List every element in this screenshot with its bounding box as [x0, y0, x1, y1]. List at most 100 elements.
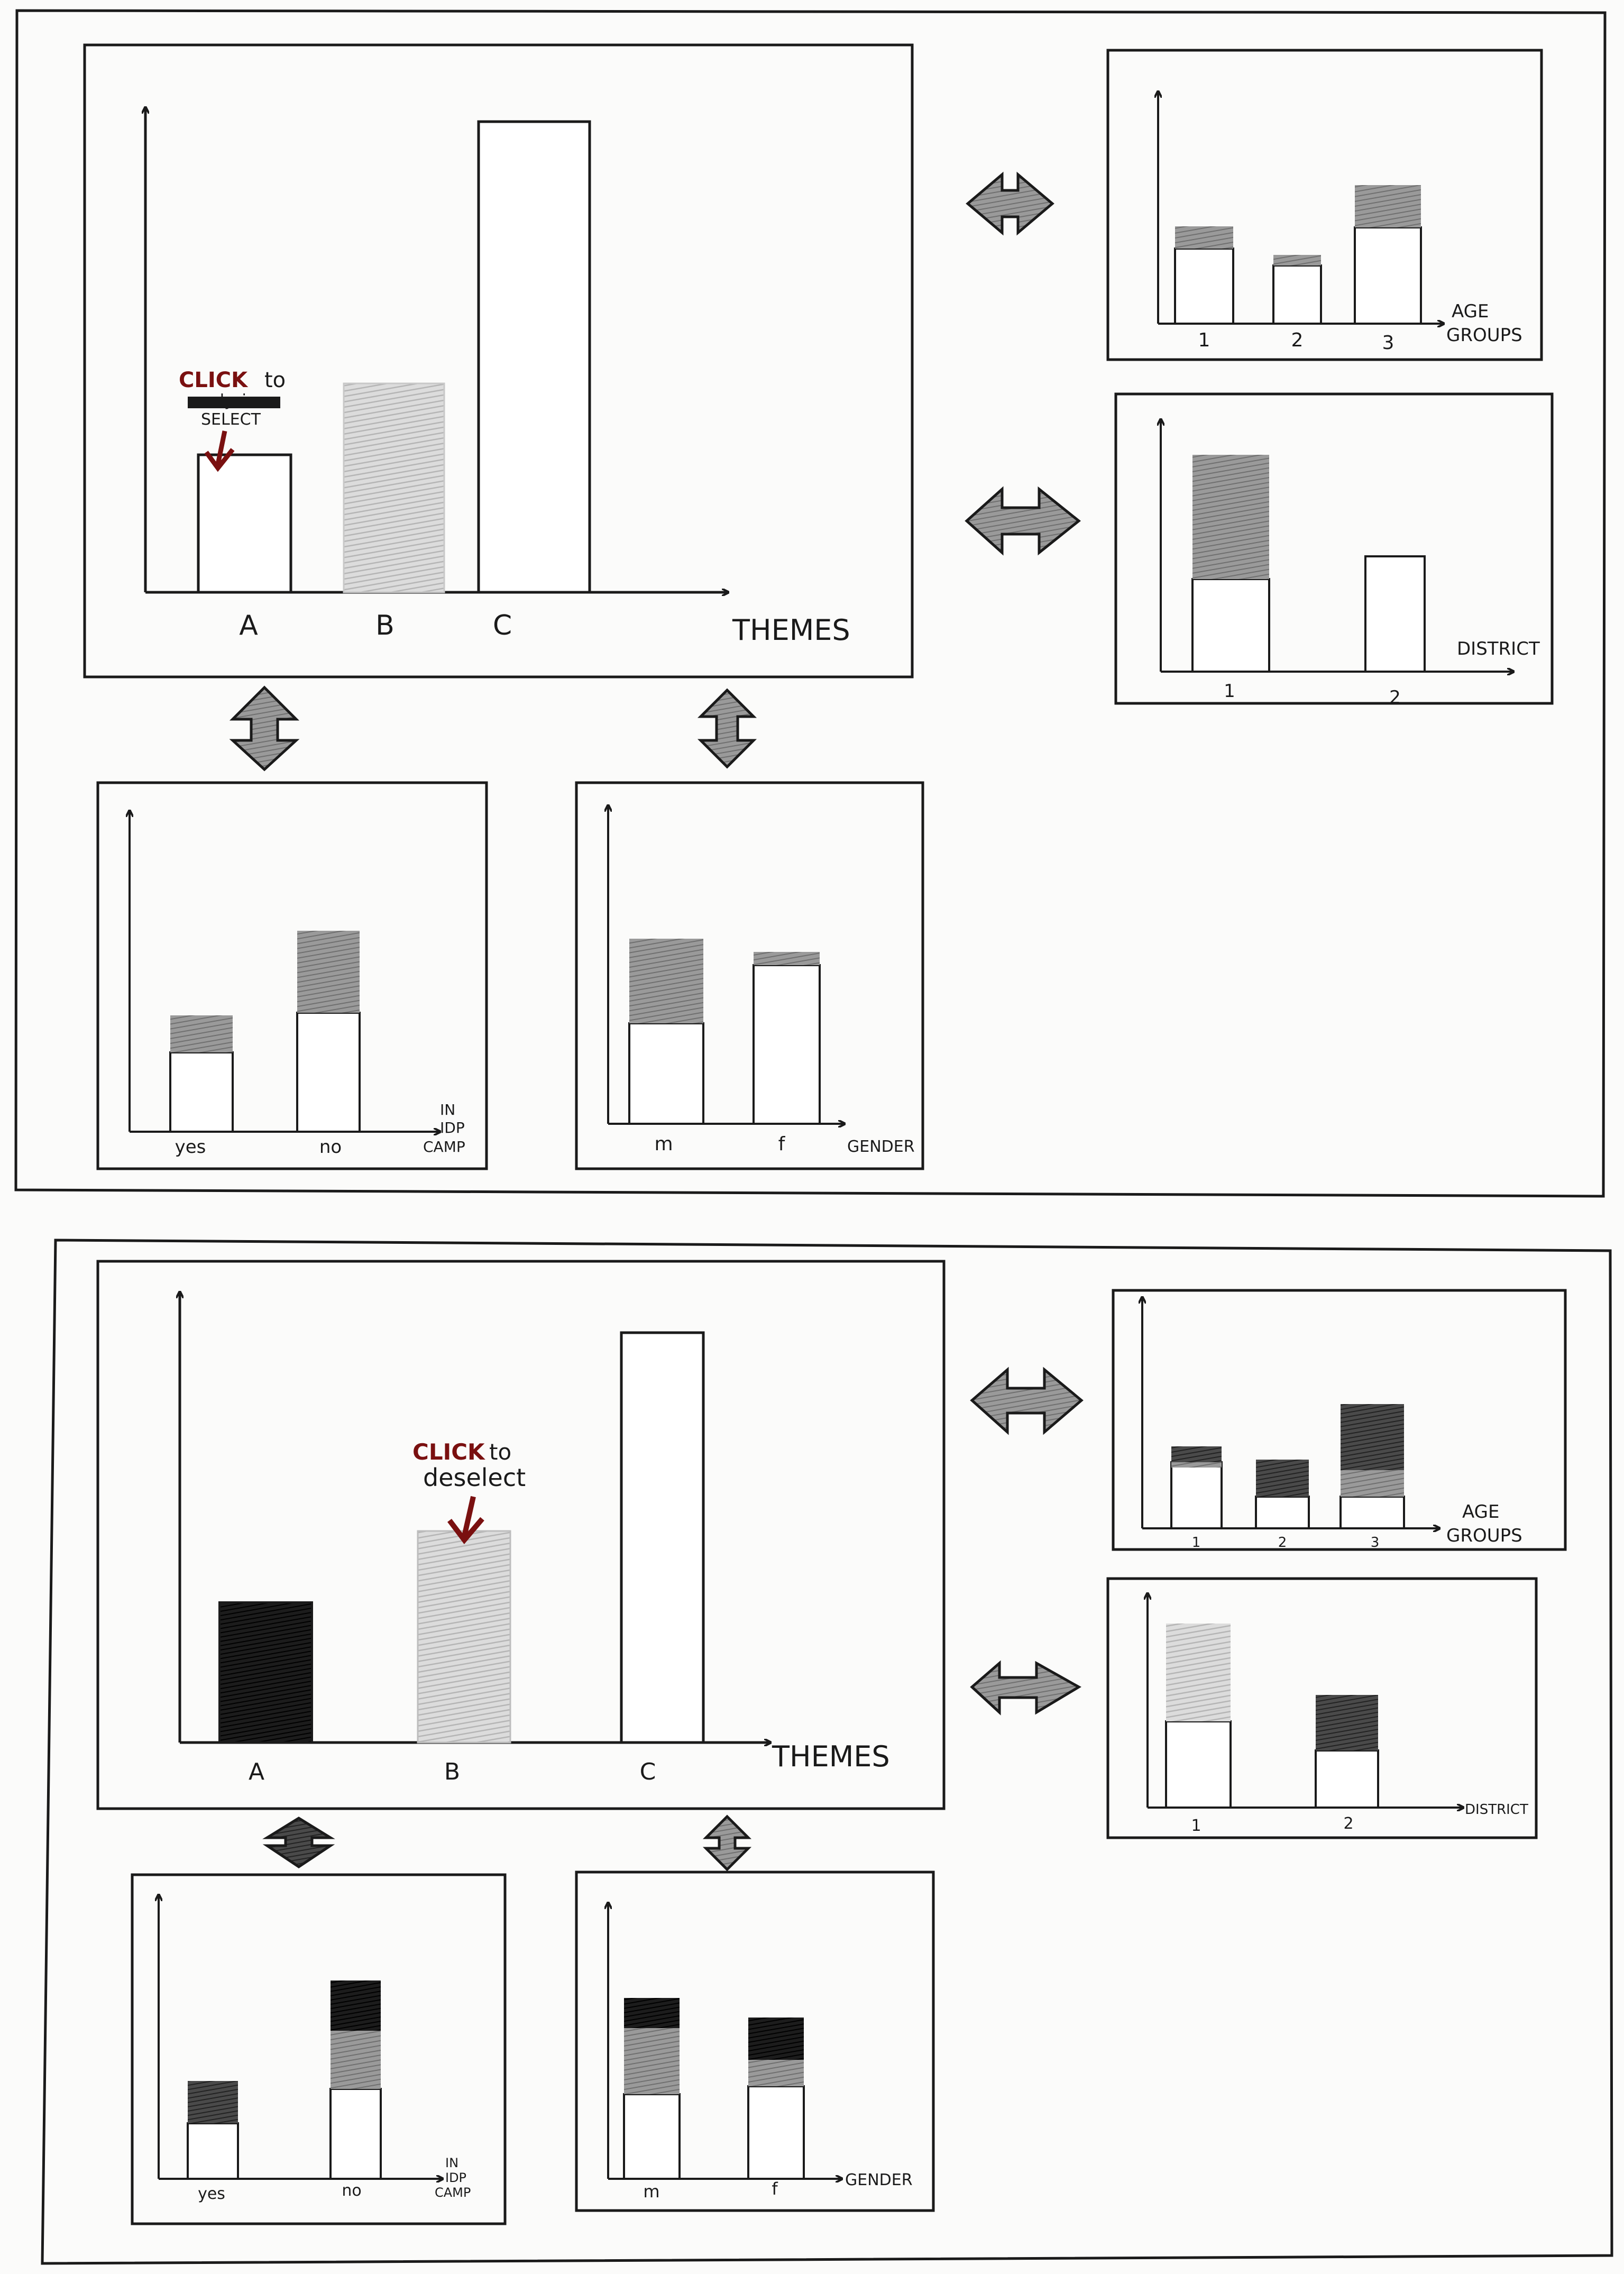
- bar-idp-no-highlight: [297, 931, 360, 1013]
- x-axis-label: THEMES: [772, 1740, 890, 1773]
- bar-theme-a[interactable]: [218, 1601, 313, 1744]
- bar-idp-yes[interactable]: [187, 2122, 239, 2180]
- bar-age-3[interactable]: [1354, 226, 1422, 325]
- tick-label-1: 1: [1191, 1817, 1201, 1835]
- bar-age-2[interactable]: [1255, 1496, 1310, 1529]
- tick-label-yes: yes: [175, 1136, 206, 1158]
- bar-theme-b[interactable]: [343, 382, 445, 593]
- tick-label-2: 2: [1389, 687, 1401, 708]
- bar-district-1-highlight: [1166, 1624, 1231, 1721]
- tick-label-m: m: [654, 1133, 673, 1155]
- bar-age-1-highlight-dark: [1171, 1446, 1222, 1462]
- bar-gender-m-highlight: [629, 939, 703, 1023]
- tick-label-f: f: [778, 1133, 786, 1155]
- x-axis-label-line1: IN: [440, 1101, 455, 1118]
- tick-label-f: f: [772, 2179, 778, 2199]
- x-axis-label: GENDER: [845, 2171, 913, 2189]
- bar-gender-m-highlight-dark: [624, 1998, 680, 2028]
- bar-district-1[interactable]: [1165, 1720, 1232, 1809]
- annotation-click-word: CLICK: [179, 368, 249, 392]
- age-panel-border: [1106, 49, 1543, 361]
- bar-theme-b[interactable]: [417, 1530, 511, 1744]
- x-axis-label-line3: CAMP: [435, 2185, 471, 2200]
- idp-panel-border: [131, 1873, 507, 2225]
- x-axis-label-line1: AGE: [1452, 301, 1489, 322]
- bar-gender-m[interactable]: [623, 2093, 681, 2180]
- bar-age-3-highlight-dark: [1341, 1404, 1404, 1470]
- x-axis-label-line1: AGE: [1462, 1501, 1500, 1523]
- tick-label-c: C: [493, 610, 512, 641]
- x-axis-label-line3: CAMP: [423, 1138, 465, 1156]
- tick-label-no: no: [342, 2181, 361, 2200]
- tick-label-b: B: [375, 610, 394, 641]
- annotation-to-word: to: [489, 1439, 511, 1465]
- double-arrow-vertical-icon: [702, 1814, 752, 1872]
- idp-panel-border: [96, 781, 488, 1170]
- age-panel-border: [1112, 1289, 1567, 1551]
- idp-camp-panel: yes no IN IDP CAMP: [131, 1873, 507, 2225]
- x-axis-label-line2: GROUPS: [1446, 325, 1522, 346]
- bar-idp-yes[interactable]: [169, 1051, 234, 1133]
- bar-idp-no[interactable]: [296, 1012, 361, 1133]
- bar-age-3[interactable]: [1339, 1496, 1405, 1529]
- themes-panel: A B C THEMES CLICK to analysis SELECT: [83, 43, 914, 678]
- bar-idp-no-highlight-mid: [331, 2031, 381, 2089]
- bar-age-2[interactable]: [1272, 264, 1322, 325]
- bar-district-1[interactable]: [1191, 578, 1270, 673]
- x-axis-label: DISTRICT: [1457, 638, 1540, 659]
- bar-idp-no[interactable]: [329, 2088, 382, 2180]
- annotation-click-word: CLICK: [412, 1439, 485, 1465]
- tick-label-1: 1: [1198, 329, 1210, 351]
- bar-theme-c[interactable]: [477, 120, 591, 594]
- age-groups-panel: 1 2 3 AGE GROUPS: [1106, 49, 1543, 361]
- annotation-arrow: [447, 1496, 484, 1544]
- tick-label-a: A: [249, 1758, 264, 1785]
- bar-district-2[interactable]: [1364, 555, 1426, 673]
- double-arrow-horizontal-icon: [970, 1660, 1081, 1716]
- bar-age-3-highlight: [1355, 185, 1421, 227]
- gender-panel-border: [575, 1870, 935, 2212]
- bar-district-2-highlight: [1316, 1695, 1378, 1750]
- district-panel-border: [1114, 392, 1554, 705]
- bar-idp-yes-highlight: [170, 1015, 233, 1052]
- tick-label-2: 2: [1291, 329, 1304, 351]
- double-arrow-vertical-icon: [262, 1817, 335, 1869]
- bar-gender-f[interactable]: [753, 964, 821, 1125]
- tick-label-b: B: [444, 1758, 460, 1785]
- bar-age-1-highlight: [1175, 226, 1233, 249]
- bar-gender-f-highlight-dark: [748, 2018, 804, 2060]
- bar-age-2-highlight: [1256, 1460, 1309, 1497]
- scene-deselect: A B C THEMES CLICK to deselect 1: [41, 1239, 1613, 2265]
- idp-camp-panel: yes no IN IDP CAMP: [96, 781, 488, 1170]
- tick-label-yes: yes: [198, 2185, 225, 2203]
- bar-theme-a[interactable]: [197, 453, 292, 594]
- themes-panel: A B C THEMES CLICK to deselect: [96, 1260, 946, 1810]
- district-panel: 1 2 DISTRICT: [1106, 1577, 1538, 1839]
- tick-label-3: 3: [1382, 332, 1394, 354]
- bar-age-1[interactable]: [1170, 1461, 1223, 1529]
- strike-through-scribble: [188, 397, 280, 408]
- double-arrow-horizontal-icon: [970, 1367, 1084, 1435]
- double-arrow-horizontal-icon: [966, 171, 1054, 236]
- bar-age-2-highlight: [1273, 255, 1321, 265]
- annotation-to-word: to: [264, 368, 286, 392]
- x-axis-label: THEMES: [732, 613, 850, 647]
- bar-district-2[interactable]: [1315, 1749, 1379, 1809]
- bar-theme-c[interactable]: [620, 1331, 705, 1744]
- x-axis-label-line1: IN: [445, 2156, 458, 2170]
- scene-select: A B C THEMES CLICK to analysis SELECT: [14, 9, 1607, 1198]
- age-groups-panel: 1 2 3 AGE GROUPS: [1112, 1289, 1567, 1551]
- bar-idp-no-highlight-dark: [331, 1980, 381, 2031]
- bar-gender-f[interactable]: [747, 2085, 805, 2180]
- double-arrow-horizontal-icon: [965, 486, 1081, 556]
- bar-district-1-highlight: [1192, 455, 1269, 579]
- annotation-arrow: [204, 430, 235, 472]
- link-arrows: [229, 171, 1081, 772]
- gender-panel: m f GENDER: [575, 781, 924, 1170]
- bar-age-1[interactable]: [1174, 247, 1234, 325]
- bar-gender-m[interactable]: [628, 1022, 704, 1125]
- tick-label-2: 2: [1343, 1814, 1353, 1833]
- district-panel-border: [1106, 1577, 1538, 1839]
- themes-panel-border: [96, 1260, 946, 1810]
- double-arrow-vertical-icon: [229, 685, 300, 772]
